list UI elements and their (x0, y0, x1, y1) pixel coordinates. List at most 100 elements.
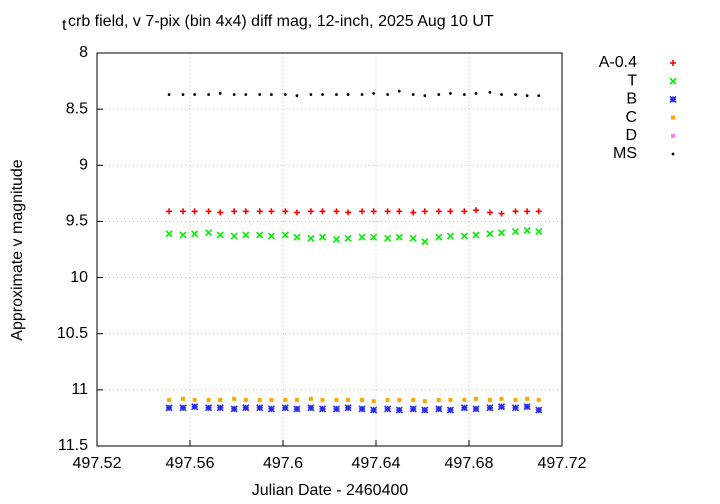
legend-label: A-0.4 (599, 54, 637, 71)
marker-stroke (191, 403, 199, 411)
marker-stroke (535, 227, 543, 236)
data-point (191, 208, 198, 215)
data-point (500, 93, 503, 96)
data-point (256, 404, 264, 412)
marker-shape (462, 397, 467, 402)
data-point (358, 233, 366, 241)
y-tick-label: 11 (71, 381, 88, 398)
y-tick-label: 10.5 (57, 325, 88, 342)
marker-stroke (460, 232, 468, 240)
data-point (360, 93, 364, 96)
marker-stroke (486, 230, 494, 238)
data-point (191, 403, 199, 411)
marker-shape (372, 92, 376, 95)
marker-shape (536, 397, 541, 402)
data-point (386, 93, 390, 96)
marker-stroke (165, 404, 173, 412)
data-point (295, 94, 299, 98)
y-tick-label: 8.5 (66, 100, 88, 117)
data-point (346, 397, 351, 402)
legend-marker (671, 133, 675, 138)
data-point (167, 93, 171, 96)
data-point (411, 93, 415, 96)
marker-stroke (242, 404, 250, 412)
marker-shape (386, 93, 390, 96)
data-point (242, 208, 249, 215)
data-point (385, 397, 390, 402)
data-point (205, 208, 212, 215)
data-point (230, 232, 238, 240)
data-point (180, 208, 187, 215)
marker-stroke (384, 234, 392, 242)
marker-stroke (267, 232, 275, 240)
data-point (460, 404, 468, 412)
marker-shape (514, 93, 517, 96)
marker-stroke (435, 233, 443, 241)
x-tick-label: 497.72 (538, 455, 587, 472)
data-point (370, 208, 377, 215)
marker-shape (436, 397, 441, 402)
data-point (281, 231, 289, 239)
data-point (309, 93, 313, 96)
marker-stroke (230, 405, 238, 413)
marker-shape (385, 397, 390, 402)
marker-shape (437, 93, 441, 96)
data-point (384, 208, 391, 215)
marker-stroke (307, 234, 315, 242)
data-point (319, 208, 326, 215)
data-point (258, 93, 262, 96)
data-point (216, 231, 224, 239)
marker-shape (411, 397, 416, 402)
marker-shape (525, 94, 529, 98)
data-point (535, 406, 543, 414)
marker-stroke (435, 405, 443, 413)
data-point (473, 396, 478, 401)
data-point (267, 405, 275, 413)
data-point (166, 208, 173, 215)
data-point (421, 406, 429, 414)
marker-shape (181, 396, 186, 401)
marker-shape (269, 93, 273, 96)
data-point (472, 231, 480, 239)
marker-stroke (460, 404, 468, 412)
marker-stroke (191, 230, 199, 238)
marker-shape (167, 397, 172, 402)
data-point (218, 397, 223, 402)
data-point (205, 404, 213, 412)
data-point (395, 406, 403, 414)
data-point (318, 405, 327, 413)
data-point (346, 93, 350, 96)
marker-shape (181, 93, 185, 96)
legend-marker (669, 77, 677, 85)
marker-shape (397, 397, 402, 402)
data-point (294, 397, 299, 402)
marker-shape (371, 399, 376, 404)
data-point (359, 208, 366, 215)
marker-shape (283, 397, 288, 402)
marker-stroke (281, 231, 289, 239)
marker-stroke (293, 233, 301, 241)
marker-shape (206, 397, 211, 402)
marker-shape (243, 397, 248, 402)
marker-stroke (497, 403, 506, 411)
marker-stroke (446, 406, 454, 414)
data-point (446, 406, 454, 414)
data-point (217, 209, 224, 216)
data-point (243, 397, 248, 402)
marker-shape (525, 396, 530, 401)
marker-stroke (318, 405, 327, 413)
marker-stroke (358, 233, 366, 241)
data-point (462, 397, 467, 402)
data-point (525, 396, 530, 401)
legend-label: MS (613, 145, 637, 162)
data-point (397, 89, 401, 93)
data-point (486, 209, 493, 216)
data-point (437, 93, 441, 96)
marker-shape (192, 397, 197, 402)
data-point (536, 397, 541, 402)
data-point (447, 208, 454, 215)
data-point (181, 396, 186, 401)
data-point (499, 396, 504, 401)
marker-stroke (395, 406, 403, 414)
marker-stroke (267, 405, 275, 413)
